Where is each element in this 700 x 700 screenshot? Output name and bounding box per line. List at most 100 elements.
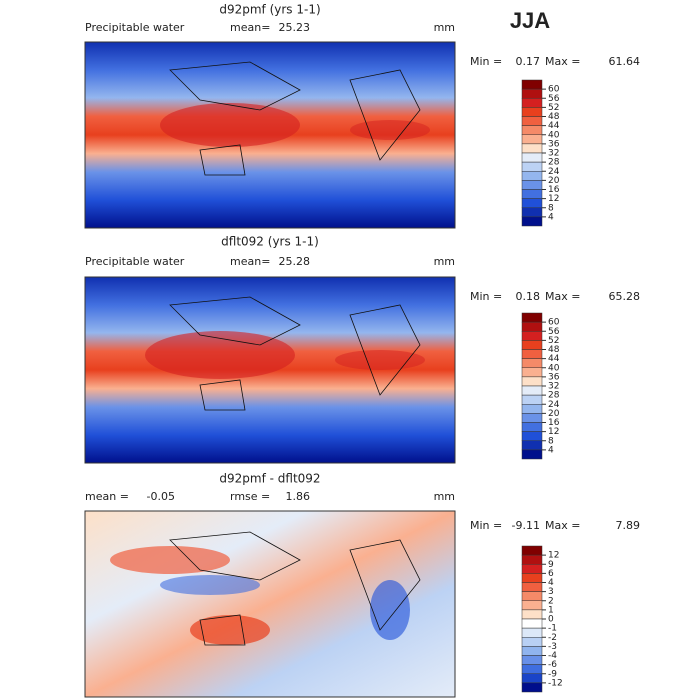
colorbar-label: 60 — [548, 85, 560, 95]
colorbar-box — [521, 376, 543, 387]
colorbar-label: 40 — [548, 363, 560, 373]
colorbar-label: 32 — [548, 382, 559, 392]
colorbar-label: 44 — [548, 121, 560, 131]
map-3 — [84, 510, 456, 698]
colorbar-label: 20 — [548, 409, 560, 419]
colorbar-box — [521, 554, 543, 565]
colorbar-label: -9 — [548, 669, 557, 679]
panel-title: d92pmf - dflt092 — [219, 472, 320, 486]
mean-label: mean = — [85, 490, 129, 503]
colorbar-label: 3 — [548, 587, 554, 597]
max-value: 61.64 — [609, 55, 641, 68]
colorbar-box — [521, 664, 543, 674]
colorbar-label: 32 — [548, 149, 559, 159]
colorbar-box — [521, 171, 543, 181]
min-label: Min = — [470, 55, 502, 68]
colorbar-label: 4 — [548, 445, 554, 455]
colorbar-label: 44 — [548, 354, 560, 364]
colorbar-label: 8 — [548, 436, 554, 446]
colorbar-box — [521, 321, 543, 332]
colorbar-label: 48 — [548, 112, 560, 122]
colorbar-box — [521, 682, 543, 693]
max-value: 7.89 — [616, 519, 641, 532]
colorbar-label: 48 — [548, 345, 560, 355]
panel-title: dflt092 (yrs 1-1) — [221, 235, 319, 249]
colorbar-label: 0 — [548, 615, 554, 625]
colorbar-label: 60 — [548, 318, 560, 328]
min-label: Min = — [470, 519, 502, 532]
colorbar-box — [521, 385, 543, 396]
colorbar-label: 52 — [548, 103, 559, 113]
colorbar-label: 12 — [548, 427, 559, 437]
colorbar-box — [521, 358, 543, 368]
min-value: 0.18 — [516, 290, 541, 303]
colorbar-label: 36 — [548, 372, 560, 382]
colorbar-label: 40 — [548, 130, 560, 140]
colorbar-box — [521, 134, 543, 145]
colorbar-box — [521, 627, 543, 638]
max-label: Max = — [545, 55, 580, 68]
mean-label: mean= — [230, 21, 270, 34]
max-value: 65.28 — [609, 290, 641, 303]
colorbar-label: -1 — [548, 624, 557, 634]
colorbar-label: 36 — [548, 139, 560, 149]
colorbar-box — [521, 564, 543, 574]
colorbar-box — [521, 88, 543, 99]
colorbar-label: 28 — [548, 158, 560, 168]
map-2 — [84, 276, 456, 464]
colorbar-box — [521, 637, 543, 647]
colorbar-label: 16 — [548, 418, 560, 428]
mean-value: -0.05 — [147, 490, 175, 503]
colorbar-box — [521, 107, 543, 117]
season-label: JJA — [510, 8, 550, 33]
colorbar-box — [521, 394, 543, 405]
colorbar-label: 20 — [548, 176, 560, 186]
colorbar-box — [521, 600, 543, 611]
min-value: -9.11 — [512, 519, 540, 532]
colorbar-label: 6 — [548, 569, 554, 579]
colorbar-label: -12 — [548, 678, 563, 688]
colorbar-label: 9 — [548, 560, 554, 570]
colorbar-box — [521, 573, 543, 583]
colorbar-box — [521, 189, 543, 199]
colorbar-label: 2 — [548, 596, 554, 606]
colorbar-label: 12 — [548, 194, 559, 204]
units-label: mm — [434, 21, 455, 34]
rmse-label: rmse = — [230, 490, 270, 503]
colorbar-box — [521, 440, 543, 451]
colorbar-box — [521, 98, 543, 108]
colorbar-label: 56 — [548, 94, 560, 104]
colorbar-label: 28 — [548, 391, 560, 401]
colorbar-box — [521, 591, 543, 601]
colorbar-box — [521, 180, 543, 190]
colorbar-box — [521, 161, 543, 172]
colorbar-box — [521, 545, 543, 556]
colorbar-box — [521, 646, 543, 656]
colorbar-box — [521, 449, 543, 460]
colorbar-box — [521, 198, 543, 208]
colorbar-label: 56 — [548, 327, 560, 337]
map-1 — [84, 41, 456, 229]
colorbar-box — [521, 79, 543, 90]
colorbar-box — [521, 582, 543, 592]
colorbar-label: 16 — [548, 185, 560, 195]
units-label: mm — [434, 490, 455, 503]
rmse-value: 1.86 — [286, 490, 311, 503]
colorbar-label: 1 — [548, 605, 554, 615]
colorbar-box — [521, 312, 543, 323]
min-value: 0.17 — [516, 55, 541, 68]
colorbar-box — [521, 207, 543, 218]
colorbar-label: 12 — [548, 551, 559, 561]
max-label: Max = — [545, 290, 580, 303]
colorbar-box — [521, 431, 543, 441]
colorbar-box — [521, 143, 543, 154]
variable-label: Precipitable water — [85, 255, 185, 268]
min-label: Min = — [470, 290, 502, 303]
colorbar-box — [521, 413, 543, 423]
colorbar-label: 24 — [548, 400, 560, 410]
colorbar-box — [521, 216, 543, 227]
colorbar-box — [521, 673, 543, 684]
colorbar-box — [521, 422, 543, 432]
colorbar-box — [521, 331, 543, 341]
